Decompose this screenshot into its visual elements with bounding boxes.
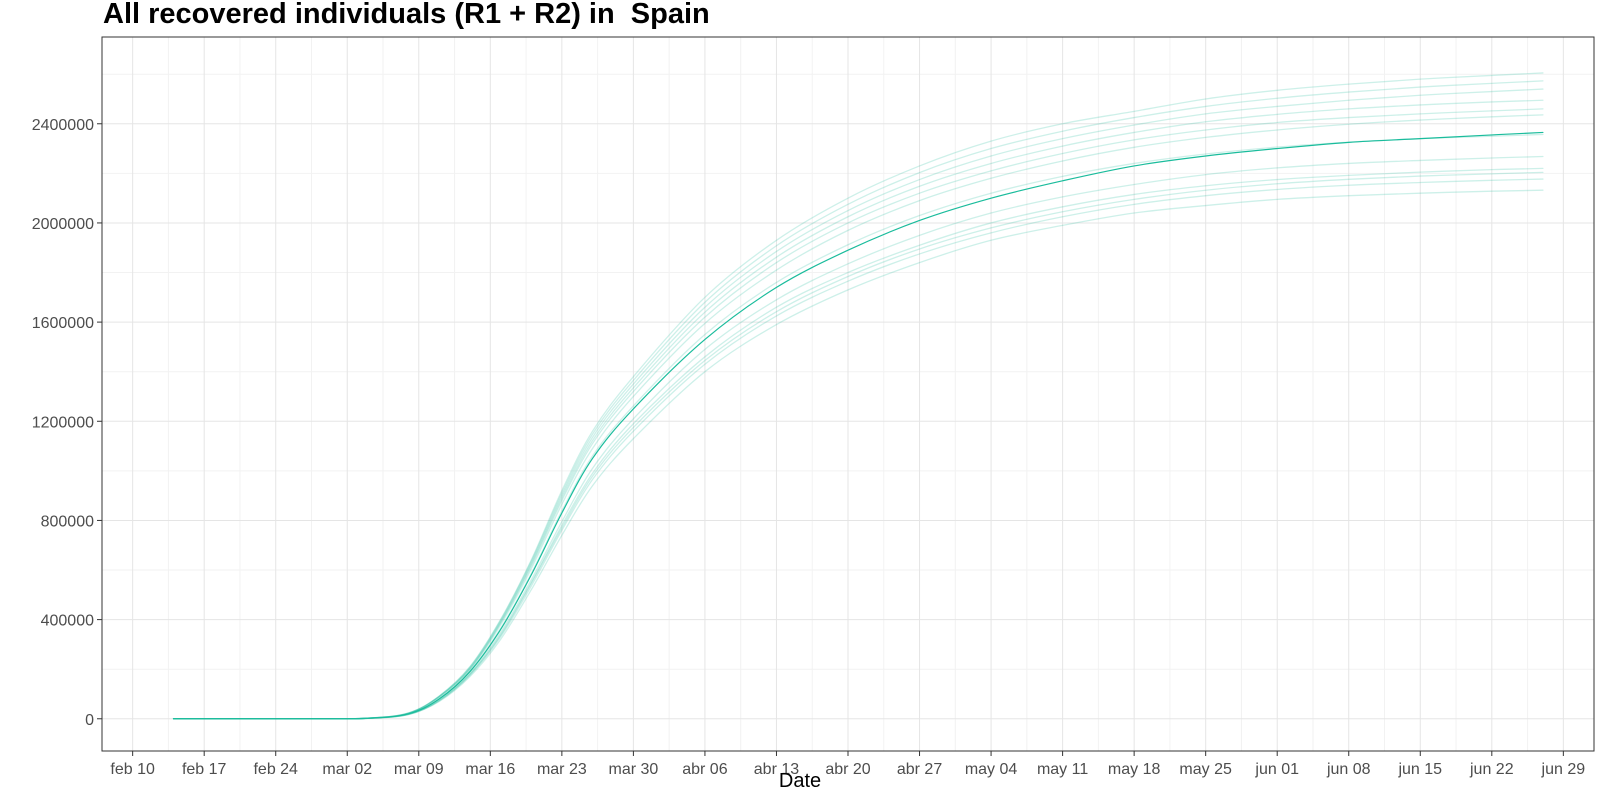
x-tick-label: mar 16	[465, 761, 515, 778]
y-axis: 0 400000 800000 1200000 1600000 2000000 240000…	[32, 117, 102, 729]
series-line	[172, 189, 1544, 720]
series-line	[172, 155, 1544, 720]
x-tick-label: jun 15	[1397, 761, 1442, 778]
x-axis-title: Date	[778, 770, 822, 792]
x-tick-label: may 04	[965, 761, 1018, 778]
y-tick-label: 0	[85, 712, 94, 729]
x-tick-label: may 18	[1108, 761, 1161, 778]
x-tick-label: jun 08	[1326, 761, 1371, 778]
x-tick-label: may 25	[1179, 761, 1232, 778]
x-tick-label: feb 24	[253, 761, 298, 778]
x-tick-label: mar 30	[608, 761, 658, 778]
x-tick-label: mar 02	[322, 761, 372, 778]
x-axis: feb 10 feb 17 feb 24 mar 02 mar 09 mar 16 mar …	[110, 751, 1585, 778]
series-line	[172, 133, 1544, 720]
series-line	[172, 99, 1544, 720]
x-tick-label: jun 29	[1541, 761, 1586, 778]
x-tick-label: abr 20	[825, 761, 870, 778]
x-tick-label: abr 13	[754, 761, 799, 778]
y-tick-label: 400000	[41, 613, 94, 630]
series-line	[172, 72, 1544, 720]
y-tick-label: 1200000	[32, 414, 94, 431]
chart-title: All recovered individuals (R1 + R2) in S…	[103, 0, 710, 30]
x-tick-label: feb 10	[110, 761, 155, 778]
x-tick-label: feb 17	[182, 761, 227, 778]
x-tick-label: mar 23	[537, 761, 587, 778]
y-tick-label: 2400000	[32, 117, 94, 134]
series-line	[172, 88, 1544, 720]
y-tick-label: 800000	[41, 513, 94, 530]
x-tick-label: abr 27	[897, 761, 942, 778]
major-gridlines	[102, 37, 1594, 751]
series-line	[172, 80, 1544, 720]
y-tick-label: 2000000	[32, 216, 94, 233]
x-tick-label: jun 22	[1469, 761, 1514, 778]
series-line	[172, 108, 1544, 720]
series-line	[172, 171, 1544, 720]
series-line	[172, 167, 1544, 720]
x-tick-label: mar 09	[394, 761, 444, 778]
series-lines	[172, 72, 1544, 720]
x-tick-label: abr 06	[682, 761, 727, 778]
x-tick-label: jun 01	[1254, 761, 1299, 778]
series-line-central	[172, 131, 1544, 720]
x-tick-label: may 11	[1037, 761, 1088, 778]
y-tick-label: 1600000	[32, 315, 94, 332]
minor-gridlines	[102, 37, 1594, 751]
